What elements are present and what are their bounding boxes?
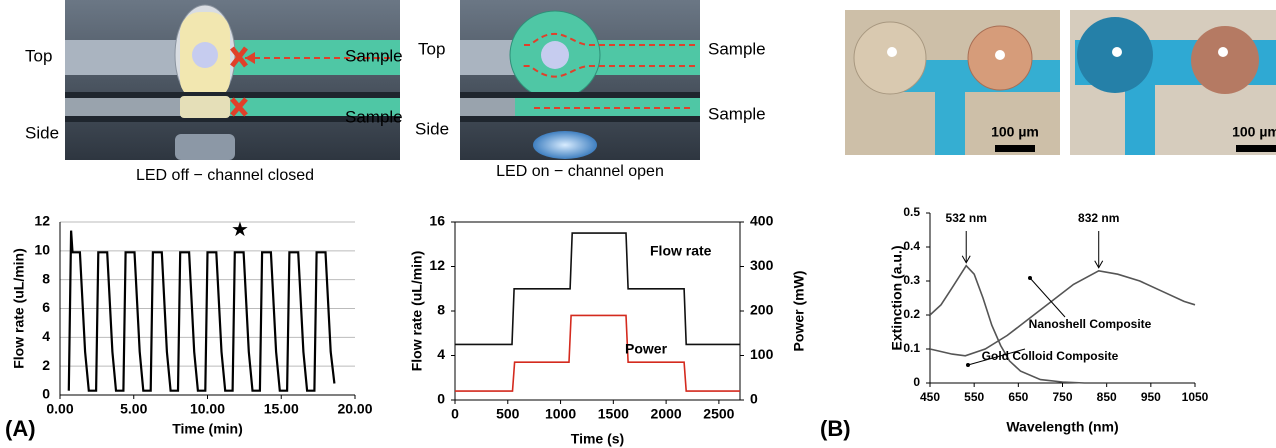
data-line <box>455 232 740 346</box>
arrow-head <box>961 255 971 264</box>
label: Sample <box>345 46 403 65</box>
label: Side <box>25 123 59 142</box>
x-tick-label: 550 <box>964 390 984 404</box>
x-tick-label: 850 <box>1097 390 1117 404</box>
panel-label: (B) <box>820 416 851 441</box>
x-tick-label: 750 <box>1052 390 1072 404</box>
label: Sample <box>708 39 766 58</box>
y-tick-label: 0.5 <box>903 205 920 219</box>
illustration-closed <box>65 0 400 160</box>
series-label: Flow rate <box>650 243 712 259</box>
y-tick-label: 12 <box>34 213 50 229</box>
y2-tick-label: 300 <box>750 257 774 273</box>
y-tick-label: 2 <box>42 357 50 373</box>
x-tick-label: 950 <box>1141 390 1161 404</box>
x-axis-title: Time (min) <box>172 421 243 437</box>
y-axis-title: Extinction (a.u.) <box>889 246 905 351</box>
label: Top <box>25 46 52 65</box>
y-tick-label: 6 <box>42 299 50 315</box>
y-tick-label: 0 <box>437 391 445 407</box>
label: Side <box>415 119 449 138</box>
annotation: 832 nm <box>1078 211 1119 225</box>
arrow-head <box>966 363 970 367</box>
y-tick-label: 8 <box>437 302 445 318</box>
y-tick-label: 0 <box>913 375 920 389</box>
data-line <box>455 314 740 392</box>
label-arrow <box>967 348 1026 366</box>
caption: LED off − channel closed <box>136 167 314 184</box>
series-label: Gold Colloid Composite <box>982 349 1119 363</box>
x-tick-label: 0.00 <box>46 401 73 417</box>
plot-frame <box>454 221 741 401</box>
series-label: Nanoshell Composite <box>1029 317 1152 331</box>
label: Top <box>418 39 445 58</box>
x-tick-label: 10.00 <box>190 401 225 417</box>
x-tick-label: 15.00 <box>264 401 299 417</box>
x-axis-title: Wavelength (nm) <box>1006 419 1118 435</box>
y2-tick-label: 100 <box>750 346 774 362</box>
y-tick-label: 12 <box>429 257 445 273</box>
micrograph <box>1070 10 1276 155</box>
arrow-head <box>1028 276 1032 280</box>
data-line <box>67 230 336 392</box>
scale-bar-label: 100 µm <box>991 124 1039 140</box>
y-axis-title: Flow rate (uL/min) <box>11 248 27 369</box>
x-tick-label: 650 <box>1008 390 1028 404</box>
micrograph <box>845 10 1060 155</box>
label: Sample <box>345 107 403 126</box>
x-tick-label: 500 <box>496 406 520 422</box>
y-axis-title: Flow rate (uL/min) <box>409 251 425 372</box>
label-arrow <box>1029 277 1066 318</box>
panel-label: (A) <box>5 416 36 441</box>
x-tick-label: 5.00 <box>120 401 147 417</box>
scale-bar-label: 100 µm <box>1232 124 1276 140</box>
x-tick-label: 1050 <box>1182 390 1209 404</box>
x-axis-title: Time (s) <box>571 431 624 447</box>
x-tick-label: 0 <box>451 406 459 422</box>
caption: LED on − channel open <box>496 163 664 180</box>
y-tick-label: 0.4 <box>903 239 920 253</box>
y-tick-label: 4 <box>42 328 50 344</box>
label: Sample <box>708 104 766 123</box>
y2-tick-label: 200 <box>750 302 774 318</box>
x-tick-label: 20.00 <box>337 401 372 417</box>
y-tick-label: 16 <box>429 213 445 229</box>
series-label: Power <box>625 341 668 357</box>
illustration-open <box>460 0 700 160</box>
x-tick-label: 2500 <box>703 406 734 422</box>
y-tick-label: 0 <box>42 386 50 402</box>
annotation: ★ <box>231 219 249 241</box>
y-tick-label: 0.2 <box>903 307 920 321</box>
annotation: 532 nm <box>946 211 987 225</box>
x-tick-label: 1000 <box>545 406 576 422</box>
arrow-head <box>1094 260 1104 269</box>
x-tick-label: 2000 <box>651 406 682 422</box>
data-line <box>929 269 1196 357</box>
y-tick-label: 0.1 <box>903 341 920 355</box>
y2-tick-label: 0 <box>750 391 758 407</box>
y2-axis-title: Power (mW) <box>791 271 807 352</box>
data-line <box>929 264 1107 384</box>
x-tick-label: 1500 <box>598 406 629 422</box>
y-tick-label: 0.3 <box>903 273 920 287</box>
y-tick-label: 10 <box>34 242 50 258</box>
y2-tick-label: 400 <box>750 213 774 229</box>
y-tick-label: 4 <box>437 346 445 362</box>
x-tick-label: 450 <box>920 390 940 404</box>
y-tick-label: 8 <box>42 270 50 286</box>
